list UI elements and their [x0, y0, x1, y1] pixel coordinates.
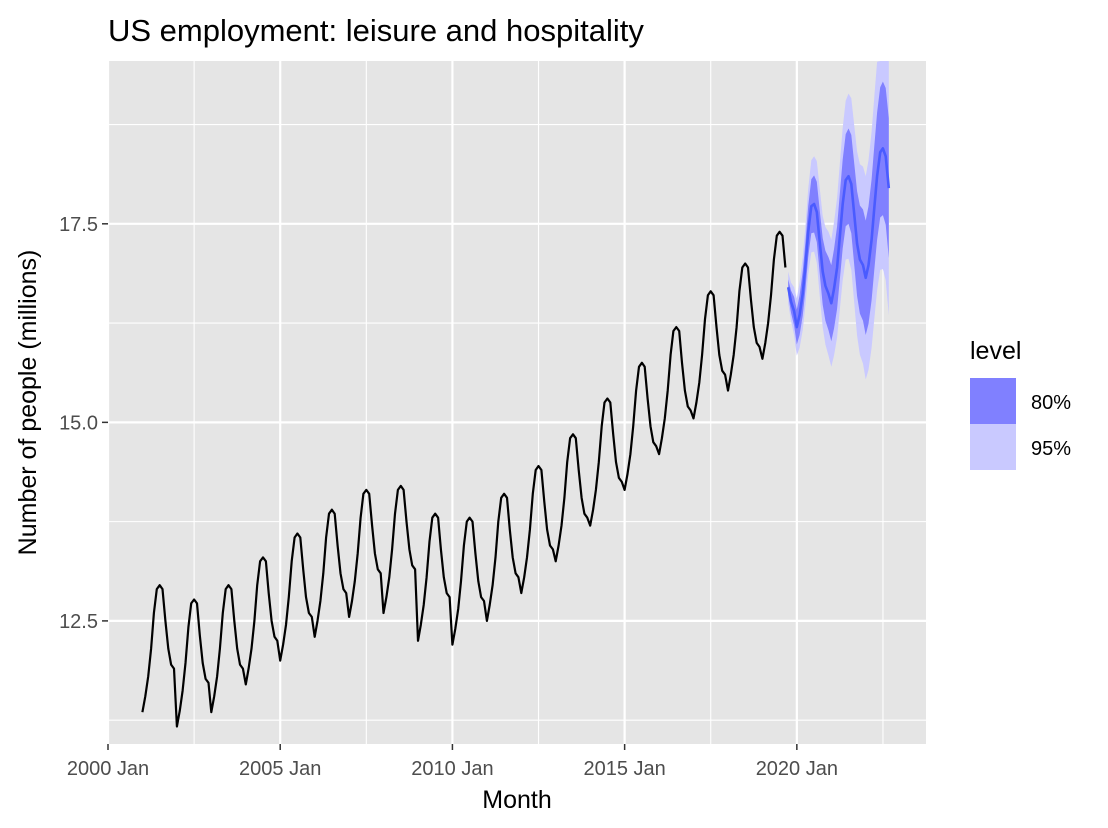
y-axis: 12.5 15.0 17.5 [59, 214, 108, 633]
history-line [141, 230, 787, 728]
series-lines [141, 147, 891, 728]
y-tick-label-1: 15.0 [59, 412, 98, 434]
y-tick-label-0: 12.5 [59, 611, 98, 633]
x-tick-label-1: 2005 Jan [239, 758, 321, 780]
x-axis: 2000 Jan 2005 Jan 2010 Jan 2015 Jan 2020 Jan [67, 744, 838, 780]
legend-label-80: 80% [1031, 392, 1071, 414]
y-axis-title: Number of people (millions) [14, 250, 42, 556]
legend: level 80% 95% [970, 337, 1071, 470]
y-tick-label-2: 17.5 [59, 214, 98, 236]
plot-panel [108, 61, 926, 744]
x-tick-label-2: 2010 Jan [411, 758, 493, 780]
x-tick-label-4: 2020 Jan [756, 758, 838, 780]
forecast-bands [788, 61, 889, 380]
legend-swatch-80 [970, 378, 1016, 424]
x-tick-label-3: 2015 Jan [583, 758, 665, 780]
major-gridlines [106, 61, 926, 744]
legend-title: level [970, 337, 1021, 365]
forecast-line [786, 147, 891, 329]
x-axis-title: Month [482, 786, 551, 814]
legend-swatch-95 [970, 424, 1016, 470]
legend-label-95: 95% [1031, 438, 1071, 460]
minor-gridlines [108, 61, 926, 744]
band-80 [788, 81, 889, 345]
x-tick-label-0: 2000 Jan [67, 758, 149, 780]
chart-title: US employment: leisure and hospitality [108, 13, 644, 48]
